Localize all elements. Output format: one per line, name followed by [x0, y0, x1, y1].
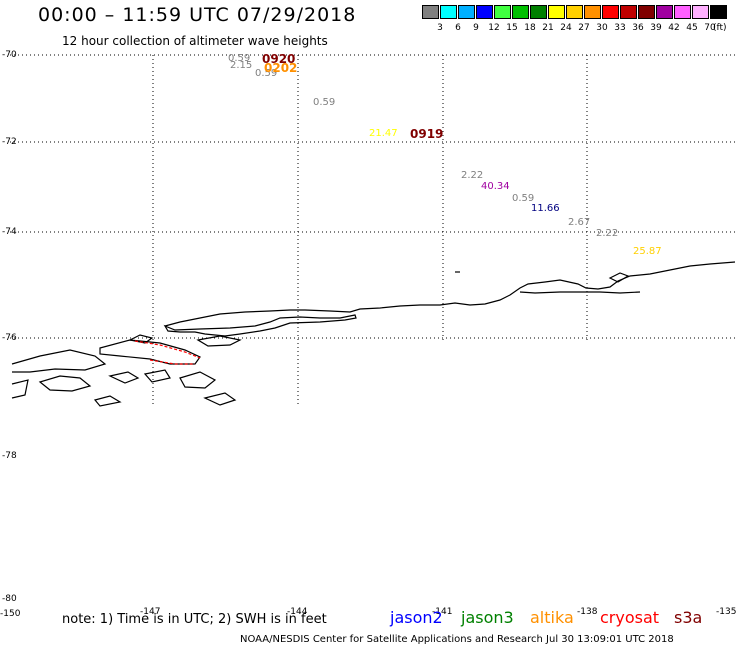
legend-tick-label: 12	[488, 23, 500, 33]
swh-value: 2.15	[230, 60, 253, 71]
island-d	[38, 375, 92, 392]
legend-tick-label: 45	[686, 23, 698, 33]
swh-value: 2.67	[568, 217, 591, 228]
coastline	[11, 261, 736, 407]
legend-tick-label: 18	[524, 23, 536, 33]
swh-value: 40.34	[481, 181, 510, 192]
legend-swatch	[620, 5, 637, 19]
swh-value: 0.59	[228, 53, 251, 64]
lon-label: -150	[0, 609, 21, 619]
coastline-main	[164, 261, 736, 327]
island-e	[108, 371, 140, 384]
legend-tick-label: 70	[704, 23, 716, 33]
swh-value: 0.59	[255, 68, 278, 79]
time-stamp: 0919	[410, 127, 444, 141]
satellite-altika: altika	[530, 608, 574, 627]
island-j	[93, 395, 122, 407]
legend-swatch	[440, 5, 457, 19]
footer-note: note: 1) Time is in UTC; 2) SWH is in fe…	[62, 612, 327, 627]
legend-swatch	[458, 5, 475, 19]
legend-swatch	[566, 5, 583, 19]
lat-label: -76	[2, 333, 17, 343]
island-f	[143, 369, 171, 383]
legend-swatch	[494, 5, 511, 19]
swh-value: 25.87	[633, 246, 662, 257]
legend-swatch	[512, 5, 529, 19]
legend-swatch	[692, 5, 709, 19]
lon-label: -141	[432, 607, 453, 617]
legend-tick-label: 39	[650, 23, 662, 33]
legend-swatch	[638, 5, 655, 19]
lat-label: -78	[2, 451, 17, 461]
swh-value: 2.22	[596, 228, 619, 239]
map-subtitle: 12 hour collection of altimeter wave hei…	[62, 34, 328, 48]
lon-label: -138	[577, 607, 598, 617]
legend-tick-label: 24	[560, 23, 572, 33]
lon-label: -144	[287, 607, 308, 617]
swh-value: 0.59	[512, 193, 535, 204]
satellite-s3a: s3a	[674, 608, 703, 627]
legend-swatch	[602, 5, 619, 19]
island-a	[196, 335, 242, 347]
island-h	[11, 379, 29, 399]
legend-tick-label: 15	[506, 23, 518, 33]
footer-credit: NOAA/NESDIS Center for Satellite Applica…	[240, 634, 674, 645]
lat-label: -70	[2, 50, 17, 60]
lon-label: -135	[716, 607, 737, 617]
legend-swatch	[674, 5, 691, 19]
lat-label: -74	[2, 227, 17, 237]
legend-tick-label: 21	[542, 23, 554, 33]
legend-swatch	[656, 5, 673, 19]
legend-tick-label: 33	[614, 23, 626, 33]
legend-unit: (ft)	[713, 23, 727, 33]
lat-label: -80	[2, 594, 17, 604]
swh-value: 2.22	[461, 170, 484, 181]
time-stamp: 0920	[262, 52, 296, 66]
red-track	[134, 340, 201, 365]
time-stamp: 0202	[264, 61, 298, 75]
lon-label: -147	[140, 607, 161, 617]
legend-tick-label: 30	[596, 23, 608, 33]
legend-swatch	[476, 5, 493, 19]
legend-swatch	[422, 5, 439, 19]
legend-tick-label: 6	[455, 23, 461, 33]
island-g	[179, 371, 217, 389]
legend-tick-label: 42	[668, 23, 680, 33]
legend-tick-label: 3	[437, 23, 443, 33]
island-i	[203, 392, 237, 406]
swh-value: 0.59	[313, 97, 336, 108]
legend-tick-label: 9	[473, 23, 479, 33]
island-c	[11, 349, 107, 373]
coastline-ice-edge	[163, 314, 357, 337]
swh-value: 21.47	[369, 128, 398, 139]
lon-gridlines	[152, 55, 588, 407]
legend-swatch	[530, 5, 547, 19]
map-title: 00:00 – 11:59 UTC 07/29/2018	[38, 4, 357, 26]
island-l	[608, 272, 630, 283]
satellite-jason3: jason3	[461, 608, 514, 627]
legend-swatch	[548, 5, 565, 19]
legend-tick-label: 27	[578, 23, 590, 33]
swh-value: 11.66	[531, 203, 560, 214]
legend-swatch	[584, 5, 601, 19]
legend-tick-label: 36	[632, 23, 644, 33]
coastline-inlet	[519, 291, 641, 294]
lat-label: -72	[2, 137, 17, 147]
satellite-jason2: jason2	[390, 608, 443, 627]
legend-swatch	[710, 5, 727, 19]
satellite-cryosat: cryosat	[600, 608, 660, 627]
lat-gridlines	[10, 54, 735, 339]
